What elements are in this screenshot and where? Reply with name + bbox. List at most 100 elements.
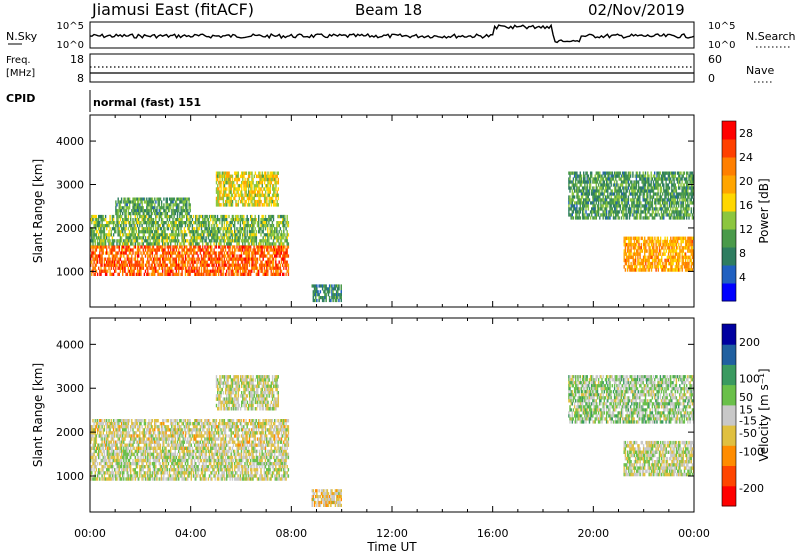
heatmap-cell-0-2 xyxy=(150,197,152,201)
heatmap-cell-0-0 xyxy=(235,269,237,273)
heatmap-cell-0-5 xyxy=(626,198,628,202)
heatmap-cell-0-1 xyxy=(258,242,260,246)
heatmap-cell-0-0 xyxy=(234,254,236,258)
heatmap-cell-0-0 xyxy=(95,248,98,252)
heatmap-cell-0-5 xyxy=(636,216,639,220)
heatmap-cell-0-4 xyxy=(651,255,654,260)
heatmap-cell-0-5 xyxy=(684,213,687,217)
heatmap-cell-0-0 xyxy=(264,269,267,273)
heatmap-cell-0-1 xyxy=(246,230,248,234)
heatmap-cell-0-2 xyxy=(172,209,174,213)
heatmap-cell-0-0 xyxy=(163,263,165,267)
heatmap-cell-0-0 xyxy=(270,266,272,270)
heatmap-cell-0-0 xyxy=(184,251,187,255)
heatmap-cell-0-1 xyxy=(154,242,156,246)
heatmap-cell-0-1 xyxy=(284,214,286,219)
cpid-value: normal (fast) 151 xyxy=(93,96,201,109)
heatmap-cell-0-5 xyxy=(636,195,639,199)
heatmap-cell-0-0 xyxy=(270,248,272,252)
heatmap-cell-0-5 xyxy=(686,189,688,193)
heatmap-cell-0-5 xyxy=(655,207,657,211)
heatmap-cell-0-1 xyxy=(188,221,190,225)
heatmap-cell-0-4 xyxy=(681,268,683,272)
heatmap-cell-0-5 xyxy=(572,216,575,220)
heatmap-cell-0-1 xyxy=(285,236,287,240)
heatmap-cell-0-0 xyxy=(114,245,116,249)
heatmap-cell-0-0 xyxy=(245,254,247,258)
heatmap-cell-0-1 xyxy=(100,242,102,246)
heatmap-cell-0-0 xyxy=(246,248,248,252)
heatmap-cell-0-1 xyxy=(103,233,106,237)
heatmap-cell-0-4 xyxy=(655,258,657,263)
heatmap-cell-0-5 xyxy=(670,213,672,217)
heatmap-cell-0-1 xyxy=(207,218,210,222)
heatmap-cell-0-4 xyxy=(672,239,674,244)
heatmap-cell-0-5 xyxy=(601,213,603,217)
heatmap-cell-0-5 xyxy=(672,177,674,181)
heatmap-cell-0-4 xyxy=(650,261,653,266)
heatmap-cell-0-1 xyxy=(200,224,203,228)
heatmap-cell-0-4 xyxy=(638,246,640,250)
heatmap-cell-0-0 xyxy=(166,263,168,267)
heatmap-cell-0-0 xyxy=(189,272,191,276)
heatmap-cell-0-5 xyxy=(592,201,594,205)
heatmap-cell-0-5 xyxy=(641,204,643,208)
heatmap-cell-0-1 xyxy=(239,224,242,228)
heatmap-cell-0-0 xyxy=(167,272,170,276)
heatmap-cell-0-0 xyxy=(102,269,104,273)
heatmap-cell-0-5 xyxy=(673,204,675,208)
heatmap-cell-0-1 xyxy=(235,236,237,240)
heatmap-cell-0-4 xyxy=(639,268,641,272)
heatmap-cell-0-1 xyxy=(98,236,100,240)
heatmap-cell-0-1 xyxy=(277,214,279,219)
heatmap-cell-0-0 xyxy=(139,266,141,270)
heatmap-cell-0-5 xyxy=(666,207,668,211)
heatmap-cell-0-0 xyxy=(227,254,229,258)
heatmap-cell-0-1 xyxy=(131,224,133,228)
heatmap-cell-0-5 xyxy=(599,174,601,178)
heatmap-cell-0-0 xyxy=(110,245,112,249)
heatmap-cell-0-5 xyxy=(604,213,607,217)
heatmap-cell-0-5 xyxy=(591,210,593,214)
heatmap-cell-0-1 xyxy=(94,221,96,225)
cpid-label: CPID xyxy=(6,92,35,105)
heatmap-cell-0-5 xyxy=(595,183,597,187)
heatmap-cell-0-3 xyxy=(230,174,233,179)
heatmap-cell-0-0 xyxy=(275,245,277,249)
heatmap-cell-0-5 xyxy=(586,204,588,208)
heatmap-cell-0-5 xyxy=(569,213,571,217)
heatmap-cell-0-3 xyxy=(242,196,244,201)
heatmap-cell-0-1 xyxy=(152,239,155,243)
heatmap-cell-0-0 xyxy=(267,272,269,276)
heatmap-cell-0-0 xyxy=(158,266,160,270)
heatmap-cell-0-1 xyxy=(162,242,164,246)
heatmap-cell-0-0 xyxy=(100,263,102,267)
heatmap-cell-0-0 xyxy=(226,251,228,255)
heatmap-cell-0-5 xyxy=(679,213,681,217)
heatmap-cell-0-2 xyxy=(167,206,170,210)
heatmap-cell-0-1 xyxy=(254,239,256,243)
heatmap-cell-0-1 xyxy=(91,239,93,243)
heatmap-cell-0-4 xyxy=(673,268,675,272)
heatmap-cell-0-2 xyxy=(171,212,173,216)
heatmap-cell-0-0 xyxy=(206,263,208,267)
heatmap-cell-0-3 xyxy=(226,174,228,179)
heatmap-cell-0-5 xyxy=(618,171,620,175)
heatmap-cell-0-2 xyxy=(150,203,152,207)
heatmap-cell-0-3 xyxy=(220,174,222,179)
heatmap-cell-0-1 xyxy=(94,239,96,243)
heatmap-cell-0-4 xyxy=(670,258,672,263)
heatmap-cell-0-5 xyxy=(643,183,646,187)
heatmap-cell-0-0 xyxy=(116,254,118,258)
heatmap-cell-0-1 xyxy=(162,224,164,228)
heatmap-cell-0-1 xyxy=(248,233,251,237)
heatmap-cell-0-3 xyxy=(222,203,225,207)
heatmap-cell-0-3 xyxy=(220,203,222,207)
heatmap-cell-0-3 xyxy=(277,177,279,182)
heatmap-cell-0-3 xyxy=(228,190,230,194)
heatmap-cell-0-1 xyxy=(192,214,195,219)
heatmap-cell-0-3 xyxy=(273,199,275,204)
heatmap-cell-0-5 xyxy=(637,207,640,211)
heatmap-cell-0-4 xyxy=(630,242,632,247)
heatmap-cell-0-1 xyxy=(163,221,165,225)
